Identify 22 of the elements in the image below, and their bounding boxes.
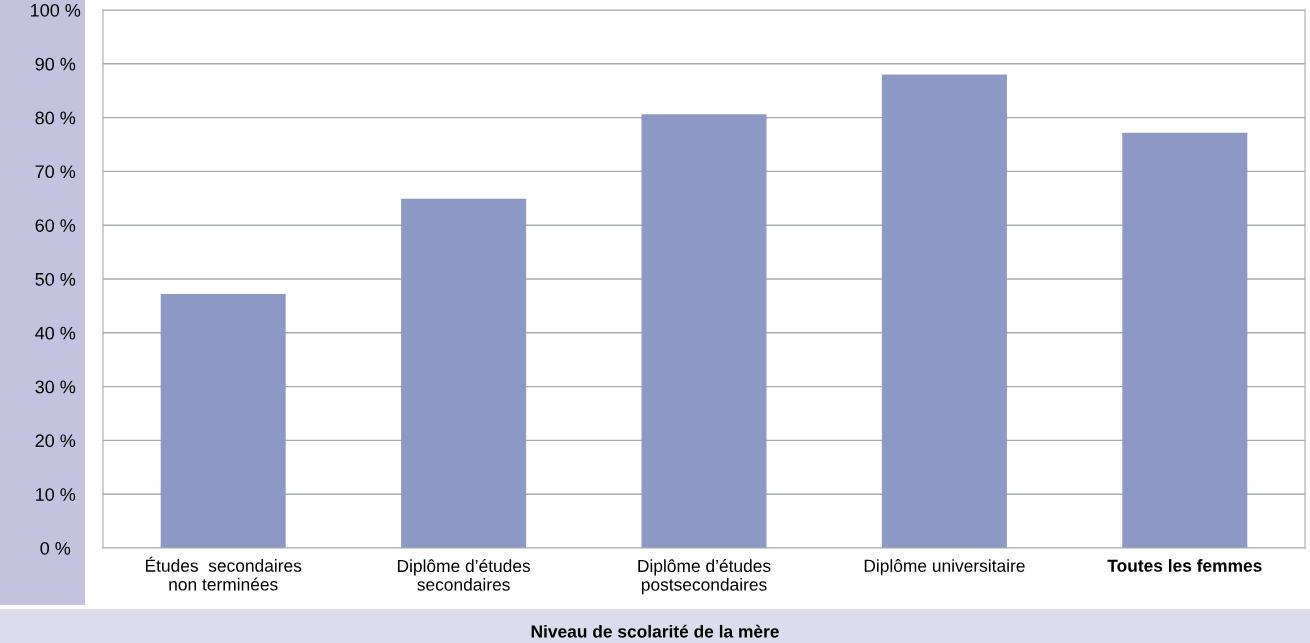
y-tick-label: 80 % [35, 111, 76, 125]
bar [1122, 132, 1248, 548]
x-tick-label: Diplôme d’études secondaires [397, 559, 531, 591]
y-tick-label: 40 % [35, 326, 76, 340]
y-tick-label: 30 % [35, 380, 76, 394]
y-tick-label: 0 % [40, 541, 71, 555]
bar [881, 74, 1007, 548]
y-tick-label: 60 % [35, 219, 76, 232]
x-axis-title: Niveau de scolarité de la mère [531, 624, 779, 638]
x-tick-label: Toutes les femmes [1107, 559, 1262, 572]
bar [641, 114, 767, 548]
y-tick-label: 10 % [36, 488, 76, 501]
x-tick-label: Études secondaires non terminées [145, 556, 302, 591]
y-tick-label: 50 % [35, 272, 76, 286]
bar [401, 198, 527, 548]
y-tick-label: 90 % [35, 57, 76, 71]
y-tick-label: 100 % [31, 3, 81, 17]
bar [160, 294, 286, 548]
x-tick-label: Diplôme d’études postsecondaires [638, 559, 771, 595]
y-tick-label: 20 % [35, 434, 76, 448]
y-tick-label: 70 % [35, 165, 76, 179]
x-tick-label: Diplôme universitaire [864, 559, 1025, 576]
